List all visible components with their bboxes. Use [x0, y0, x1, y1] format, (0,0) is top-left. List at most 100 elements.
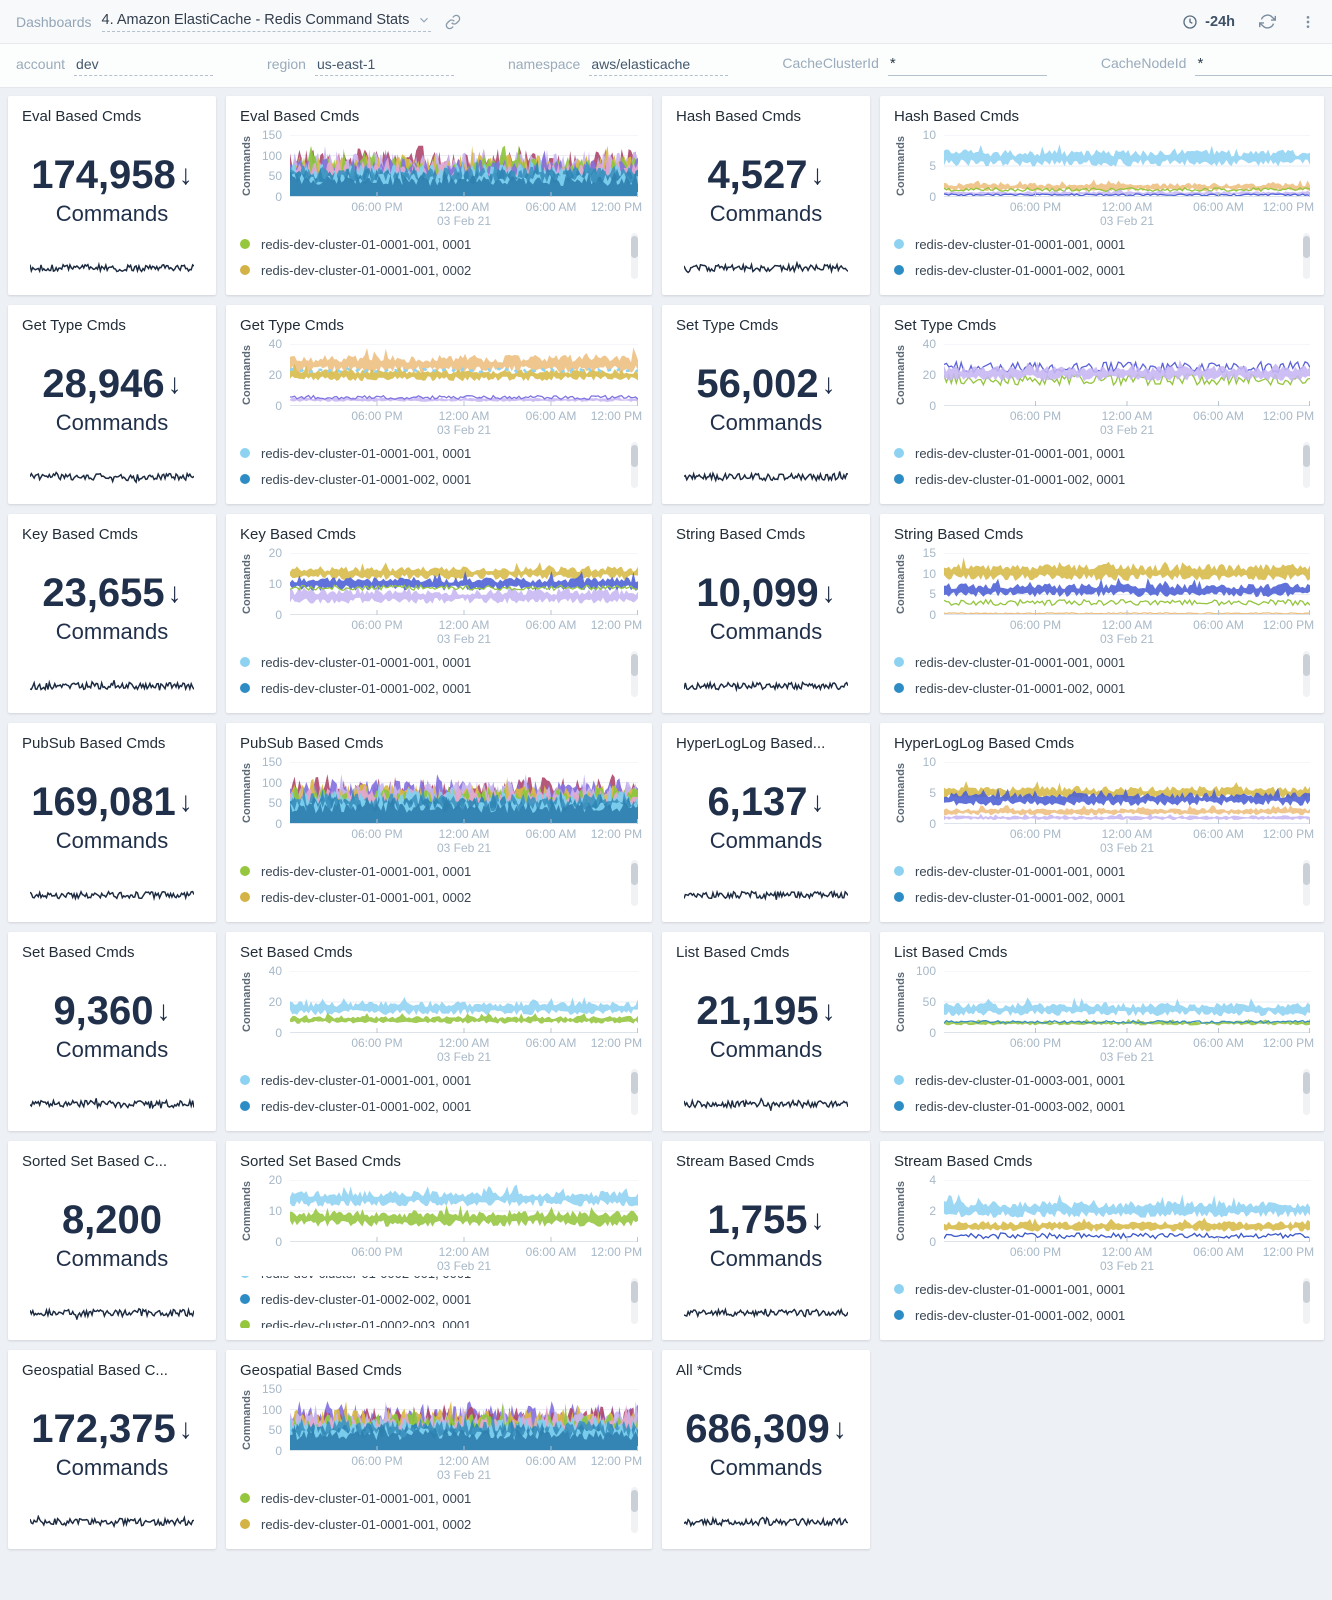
legend-label: redis-dev-cluster-01-0001-001, 0001	[261, 1072, 472, 1088]
top-bar: Dashboards 4. Amazon ElastiCache - Redis…	[0, 0, 1332, 44]
legend-scrollbar[interactable]	[1303, 651, 1310, 697]
legend-scrollbar-thumb[interactable]	[1303, 445, 1310, 467]
legend-rows: redis-dev-cluster-01-0001-001, 0001 redis…	[894, 1276, 1310, 1328]
legend-item[interactable]: redis-dev-cluster-01-0001-002, 0001	[240, 466, 638, 492]
chart-plot[interactable]	[290, 553, 638, 615]
legend-item[interactable]: redis-dev-cluster-01-0001-001, 0002	[240, 257, 638, 283]
legend-item[interactable]: redis-dev-cluster-01-0002-001, 0001	[240, 1276, 638, 1286]
chart-plot[interactable]	[290, 135, 638, 197]
legend-scrollbar-thumb[interactable]	[1303, 863, 1310, 885]
legend-item[interactable]: redis-dev-cluster-01-0003-001, 0001	[894, 1067, 1310, 1093]
trend-down-icon: ↓	[821, 995, 836, 1026]
legend-item[interactable]: redis-dev-cluster-01-0001-002, 0001	[894, 884, 1310, 910]
sparkline-chart	[684, 1097, 848, 1111]
y-axis-label: Commands	[241, 1181, 253, 1241]
legend-scrollbar[interactable]	[1303, 1069, 1310, 1115]
legend-item[interactable]: redis-dev-cluster-01-0001-001, 0001	[240, 231, 638, 257]
legend-scrollbar[interactable]	[1303, 1278, 1310, 1324]
legend-item[interactable]: redis-dev-cluster-01-0001-002, 0001	[894, 257, 1310, 283]
legend-scrollbar[interactable]	[1303, 860, 1310, 906]
chart-plot[interactable]	[944, 762, 1310, 824]
legend-scrollbar-thumb[interactable]	[1303, 654, 1310, 676]
chart-plot[interactable]	[290, 1180, 638, 1242]
y-axis-ticks: 0 10 20	[254, 546, 284, 622]
chart-plot[interactable]	[944, 344, 1310, 406]
legend-scrollbar-thumb[interactable]	[631, 1281, 638, 1303]
filter-value-account[interactable]: dev	[74, 56, 214, 76]
dashboard-title-dropdown[interactable]: 4. Amazon ElastiCache - Redis Command St…	[101, 12, 432, 32]
legend-scrollbar[interactable]	[1303, 233, 1310, 279]
legend-item[interactable]: redis-dev-cluster-01-0002-002, 0001	[240, 1286, 638, 1312]
filter-value-region[interactable]: us-east-1	[314, 56, 454, 76]
chart-plot[interactable]	[944, 553, 1310, 615]
legend-scrollbar-thumb[interactable]	[1303, 1072, 1310, 1094]
chart-plot[interactable]	[290, 1389, 638, 1451]
legend-scrollbar-thumb[interactable]	[631, 1490, 638, 1512]
value-unit: Commands	[55, 201, 169, 226]
legend-item[interactable]: redis-dev-cluster-01-0001-001, 0001	[240, 1485, 638, 1511]
legend-scrollbar-thumb[interactable]	[631, 654, 638, 676]
sparkline-chart	[30, 679, 194, 693]
legend-scrollbar-thumb[interactable]	[631, 1072, 638, 1094]
legend-item[interactable]: redis-dev-cluster-01-0001-002, 0001	[240, 675, 638, 701]
legend-item[interactable]: redis-dev-cluster-01-0001-002, 0001	[240, 1093, 638, 1119]
y-tick-label: 20	[268, 1173, 282, 1187]
legend-item[interactable]: redis-dev-cluster-01-0001-001, 0001	[240, 440, 638, 466]
sparkline-chart	[30, 888, 194, 902]
legend-item[interactable]: redis-dev-cluster-01-0001-002, 0001	[894, 1302, 1310, 1328]
legend-item[interactable]: redis-dev-cluster-01-0001-002, 0001	[894, 466, 1310, 492]
legend-item[interactable]: redis-dev-cluster-01-0001-001, 0001	[894, 858, 1310, 884]
x-tick-label: 06:00 PM	[351, 1036, 403, 1050]
legend-rows: redis-dev-cluster-01-0001-001, 0001 redis…	[894, 858, 1310, 910]
legend-item[interactable]: redis-dev-cluster-01-0001-001, 0001	[240, 649, 638, 675]
legend-label: redis-dev-cluster-01-0001-001, 0001	[915, 236, 1126, 252]
breadcrumb[interactable]: Dashboards	[16, 13, 92, 30]
legend-item[interactable]: redis-dev-cluster-01-0001-001, 0001	[894, 231, 1310, 257]
legend-scrollbar[interactable]	[631, 1487, 638, 1533]
legend-scrollbar-thumb[interactable]	[631, 236, 638, 258]
y-tick-label: 100	[261, 148, 282, 163]
chart-plot[interactable]	[944, 971, 1310, 1033]
legend-scrollbar-thumb[interactable]	[631, 863, 638, 885]
chart-plot[interactable]	[290, 971, 638, 1033]
chart-plot[interactable]	[944, 135, 1310, 197]
panel-value-key-based-cmds: Key Based Cmds 23,655 ↓ Commands	[8, 514, 216, 713]
legend-scrollbar-thumb[interactable]	[1303, 1281, 1310, 1303]
y-axis-label: Commands	[241, 345, 253, 405]
legend-scrollbar[interactable]	[631, 442, 638, 488]
kebab-menu-icon[interactable]	[1300, 14, 1316, 30]
filter-value-namespace[interactable]: aws/elasticache	[589, 56, 729, 76]
legend-scrollbar-thumb[interactable]	[1303, 236, 1310, 258]
x-tick-label: 06:00 PM	[1009, 618, 1062, 632]
legend-scrollbar[interactable]	[631, 1278, 638, 1324]
legend-item[interactable]: redis-dev-cluster-01-0003-002, 0001	[894, 1093, 1310, 1119]
legend-item[interactable]: redis-dev-cluster-01-0001-001, 0001	[894, 649, 1310, 675]
time-range-button[interactable]: -24h	[1182, 14, 1235, 30]
legend-color-dot	[894, 265, 904, 275]
legend-item[interactable]: redis-dev-cluster-01-0001-002, 0001	[894, 675, 1310, 701]
chart-area: Commands 0 20 40	[240, 337, 638, 413]
y-tick-label: 20	[922, 368, 936, 382]
panel-chart-set-based-cmds: Set Based Cmds Commands 0 20 40 06:00 PM 12:00…	[226, 932, 652, 1131]
legend-item[interactable]: redis-dev-cluster-01-0001-001, 0001	[240, 1067, 638, 1093]
legend-scrollbar[interactable]	[631, 1069, 638, 1115]
chart-plot[interactable]	[944, 1180, 1310, 1242]
legend-scrollbar-thumb[interactable]	[631, 445, 638, 467]
legend-item[interactable]: redis-dev-cluster-01-0002-003, 0001	[240, 1312, 638, 1328]
filter-input-cache-cluster-id[interactable]: *	[887, 55, 1047, 76]
legend-scrollbar[interactable]	[631, 233, 638, 279]
x-axis-date: 03 Feb 21	[1099, 423, 1155, 437]
chart-plot[interactable]	[290, 344, 638, 406]
chart-plot[interactable]	[290, 762, 638, 824]
legend-scrollbar[interactable]	[1303, 442, 1310, 488]
legend-item[interactable]: redis-dev-cluster-01-0001-001, 0001	[894, 440, 1310, 466]
legend-scrollbar[interactable]	[631, 651, 638, 697]
legend-item[interactable]: redis-dev-cluster-01-0001-001, 0001	[894, 1276, 1310, 1302]
legend-item[interactable]: redis-dev-cluster-01-0001-001, 0001	[240, 858, 638, 884]
refresh-icon[interactable]	[1259, 13, 1276, 30]
legend-item[interactable]: redis-dev-cluster-01-0001-001, 0002	[240, 884, 638, 910]
filter-input-cache-node-id[interactable]: *	[1195, 55, 1332, 76]
legend-item[interactable]: redis-dev-cluster-01-0001-001, 0002	[240, 1511, 638, 1537]
link-icon[interactable]	[445, 14, 461, 30]
legend-scrollbar[interactable]	[631, 860, 638, 906]
